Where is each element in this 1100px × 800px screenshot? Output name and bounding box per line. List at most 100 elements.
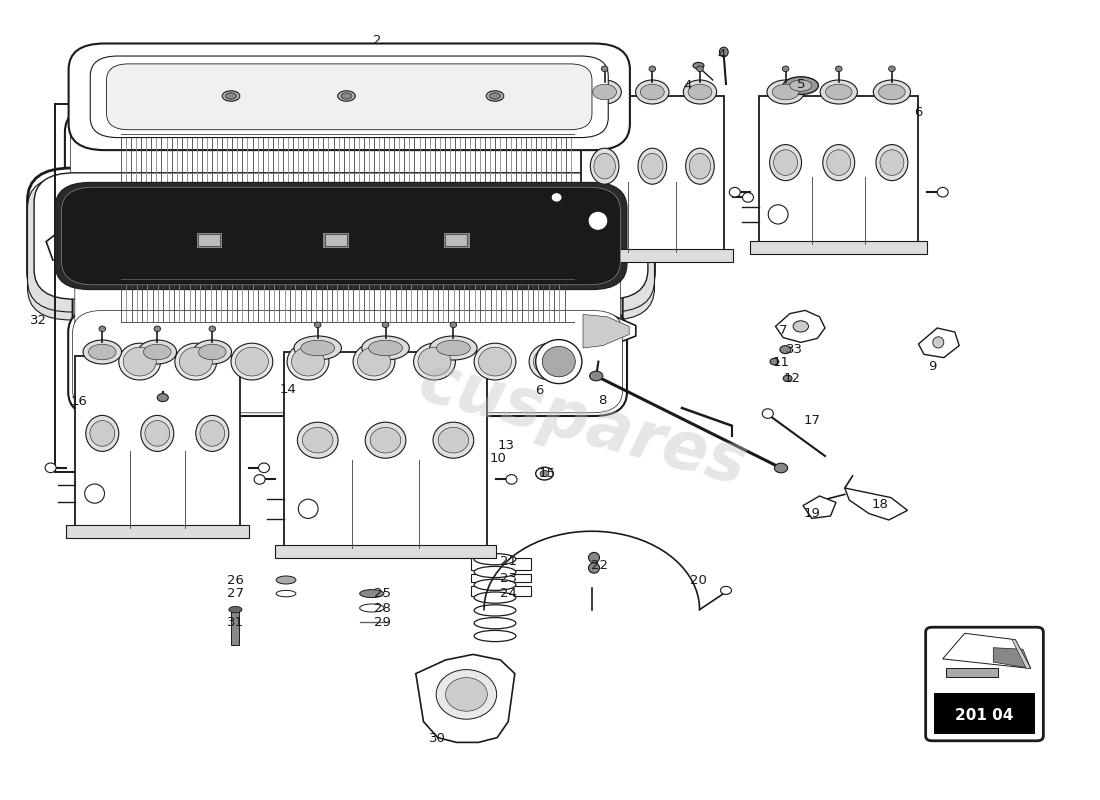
Ellipse shape xyxy=(782,66,789,72)
Ellipse shape xyxy=(880,150,904,175)
Text: 3: 3 xyxy=(565,198,574,210)
Ellipse shape xyxy=(254,474,265,484)
Bar xyxy=(75,356,240,528)
Bar xyxy=(471,574,531,582)
Ellipse shape xyxy=(90,421,114,446)
Ellipse shape xyxy=(365,422,406,458)
Ellipse shape xyxy=(933,337,944,348)
Ellipse shape xyxy=(430,336,477,360)
Text: 17: 17 xyxy=(803,414,821,426)
Polygon shape xyxy=(583,314,629,348)
Ellipse shape xyxy=(588,80,621,104)
FancyBboxPatch shape xyxy=(926,627,1043,741)
Ellipse shape xyxy=(767,80,804,104)
Ellipse shape xyxy=(636,80,669,104)
Ellipse shape xyxy=(474,605,516,616)
Ellipse shape xyxy=(474,592,516,603)
Text: 7: 7 xyxy=(779,324,788,337)
Ellipse shape xyxy=(450,322,456,328)
Ellipse shape xyxy=(200,421,224,446)
Ellipse shape xyxy=(742,193,754,202)
Ellipse shape xyxy=(696,66,703,71)
Text: cuspares: cuspares xyxy=(411,349,755,499)
FancyBboxPatch shape xyxy=(70,108,625,215)
Bar xyxy=(275,545,496,558)
Ellipse shape xyxy=(139,340,176,364)
Bar xyxy=(284,352,487,548)
Ellipse shape xyxy=(341,93,352,99)
Ellipse shape xyxy=(591,148,619,184)
Bar xyxy=(572,249,733,262)
Polygon shape xyxy=(776,310,825,342)
Ellipse shape xyxy=(588,563,600,573)
Ellipse shape xyxy=(145,421,169,446)
Ellipse shape xyxy=(590,371,603,381)
Ellipse shape xyxy=(226,93,236,99)
Text: 25: 25 xyxy=(374,587,392,600)
Ellipse shape xyxy=(235,347,268,376)
Ellipse shape xyxy=(720,586,732,594)
FancyBboxPatch shape xyxy=(70,54,628,158)
Ellipse shape xyxy=(536,467,553,480)
Ellipse shape xyxy=(827,150,850,175)
Ellipse shape xyxy=(276,576,296,584)
Bar xyxy=(198,234,220,246)
Ellipse shape xyxy=(294,336,341,360)
Ellipse shape xyxy=(780,346,791,354)
Bar xyxy=(471,558,531,570)
Ellipse shape xyxy=(474,618,516,629)
Ellipse shape xyxy=(302,427,333,453)
Polygon shape xyxy=(918,328,959,358)
Text: 19: 19 xyxy=(803,507,821,520)
Ellipse shape xyxy=(222,90,240,102)
Polygon shape xyxy=(46,230,75,260)
Polygon shape xyxy=(1012,640,1031,669)
Polygon shape xyxy=(578,312,636,350)
Ellipse shape xyxy=(474,566,516,578)
Ellipse shape xyxy=(438,427,469,453)
Text: 4: 4 xyxy=(717,48,726,61)
Polygon shape xyxy=(803,496,836,518)
Bar xyxy=(935,693,1034,734)
Text: 1: 1 xyxy=(114,250,123,262)
Ellipse shape xyxy=(889,66,895,72)
Bar xyxy=(581,96,724,252)
Ellipse shape xyxy=(474,579,516,590)
Bar xyxy=(443,232,470,248)
Text: 33: 33 xyxy=(785,343,803,356)
Polygon shape xyxy=(993,648,1031,669)
Ellipse shape xyxy=(937,187,948,197)
Ellipse shape xyxy=(85,484,104,503)
Text: 4: 4 xyxy=(683,79,692,92)
Bar xyxy=(324,234,346,246)
Ellipse shape xyxy=(685,148,714,184)
FancyBboxPatch shape xyxy=(68,43,630,150)
Ellipse shape xyxy=(879,84,905,100)
Ellipse shape xyxy=(529,343,571,380)
Ellipse shape xyxy=(353,343,395,380)
Ellipse shape xyxy=(594,154,615,179)
Ellipse shape xyxy=(689,84,712,100)
Text: 21: 21 xyxy=(499,555,517,568)
Text: 5: 5 xyxy=(796,78,805,90)
Polygon shape xyxy=(845,488,908,520)
Ellipse shape xyxy=(383,322,389,328)
Text: 14: 14 xyxy=(279,383,297,396)
Ellipse shape xyxy=(258,463,270,473)
Ellipse shape xyxy=(729,187,740,197)
FancyBboxPatch shape xyxy=(65,106,630,218)
Ellipse shape xyxy=(338,90,355,102)
Ellipse shape xyxy=(823,145,855,181)
FancyBboxPatch shape xyxy=(62,187,620,285)
FancyBboxPatch shape xyxy=(73,257,623,345)
Ellipse shape xyxy=(649,66,656,71)
Ellipse shape xyxy=(368,340,403,356)
Text: 6: 6 xyxy=(914,106,923,118)
Text: 201 04: 201 04 xyxy=(955,708,1014,722)
FancyBboxPatch shape xyxy=(68,308,627,416)
Ellipse shape xyxy=(175,343,217,380)
Ellipse shape xyxy=(276,590,296,597)
Ellipse shape xyxy=(793,321,808,332)
Ellipse shape xyxy=(683,80,717,104)
FancyBboxPatch shape xyxy=(28,176,654,312)
